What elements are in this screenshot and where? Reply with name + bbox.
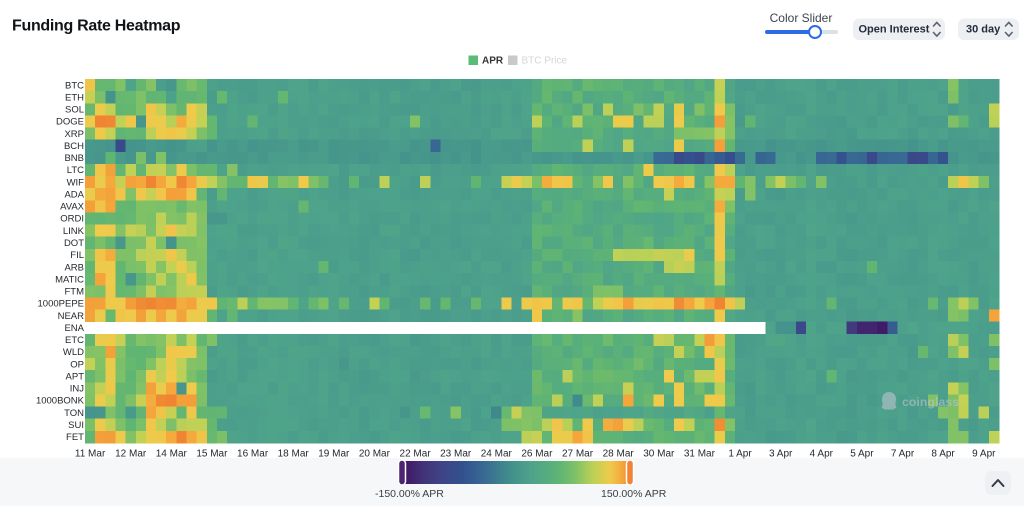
svg-text:18 Mar: 18 Mar bbox=[278, 449, 310, 460]
svg-text:coinglass: coinglass bbox=[902, 395, 959, 409]
svg-text:APR: APR bbox=[482, 56, 504, 67]
svg-text:1000PEPE: 1000PEPE bbox=[38, 299, 84, 310]
svg-text:7 Apr: 7 Apr bbox=[891, 449, 915, 460]
svg-text:31 Mar: 31 Mar bbox=[684, 449, 716, 460]
svg-text:DOGE: DOGE bbox=[56, 117, 84, 128]
svg-text:DOT: DOT bbox=[64, 238, 84, 249]
svg-text:APT: APT bbox=[66, 372, 85, 383]
svg-text:BTC Price: BTC Price bbox=[522, 56, 568, 67]
svg-text:30 Mar: 30 Mar bbox=[643, 449, 675, 460]
svg-text:20 Mar: 20 Mar bbox=[359, 449, 391, 460]
svg-text:23 Mar: 23 Mar bbox=[440, 449, 472, 460]
svg-text:Funding Rate Heatmap: Funding Rate Heatmap bbox=[12, 18, 181, 35]
svg-text:8 Apr: 8 Apr bbox=[931, 449, 955, 460]
svg-text:ENA: ENA bbox=[64, 323, 84, 334]
svg-text:150.00% APR: 150.00% APR bbox=[601, 488, 667, 500]
svg-text:OP: OP bbox=[70, 359, 84, 370]
svg-text:ETH: ETH bbox=[65, 92, 84, 103]
svg-text:LTC: LTC bbox=[67, 165, 84, 176]
svg-text:26 Mar: 26 Mar bbox=[521, 449, 553, 460]
svg-text:1 Apr: 1 Apr bbox=[728, 449, 752, 460]
svg-text:Color Slider: Color Slider bbox=[770, 11, 833, 25]
svg-text:SOL: SOL bbox=[65, 105, 84, 116]
svg-text:SUI: SUI bbox=[68, 420, 84, 431]
svg-text:Open Interest: Open Interest bbox=[859, 24, 930, 36]
svg-text:4 Apr: 4 Apr bbox=[810, 449, 834, 460]
svg-text:28 Mar: 28 Mar bbox=[603, 449, 635, 460]
svg-text:WLD: WLD bbox=[63, 347, 84, 358]
svg-text:ADA: ADA bbox=[64, 190, 84, 201]
svg-text:ARB: ARB bbox=[64, 262, 84, 273]
svg-text:XRP: XRP bbox=[64, 129, 84, 140]
svg-text:BTC: BTC bbox=[65, 80, 84, 91]
svg-text:24 Mar: 24 Mar bbox=[481, 449, 513, 460]
svg-text:11 Mar: 11 Mar bbox=[75, 449, 106, 460]
svg-text:AVAX: AVAX bbox=[60, 202, 85, 213]
svg-text:WIF: WIF bbox=[67, 177, 85, 188]
svg-text:LINK: LINK bbox=[63, 226, 85, 237]
svg-text:FET: FET bbox=[66, 432, 84, 443]
svg-text:22 Mar: 22 Mar bbox=[400, 449, 432, 460]
svg-text:3 Apr: 3 Apr bbox=[769, 449, 793, 460]
svg-text:FTM: FTM bbox=[64, 287, 84, 298]
svg-text:16 Mar: 16 Mar bbox=[237, 449, 269, 460]
svg-text:ETC: ETC bbox=[65, 335, 84, 346]
svg-text:15 Mar: 15 Mar bbox=[196, 449, 228, 460]
svg-text:INJ: INJ bbox=[70, 384, 85, 395]
svg-text:5 Apr: 5 Apr bbox=[850, 449, 874, 460]
svg-text:12 Mar: 12 Mar bbox=[115, 449, 147, 460]
svg-text:-150.00% APR: -150.00% APR bbox=[375, 488, 444, 500]
svg-text:19 Mar: 19 Mar bbox=[318, 449, 350, 460]
svg-text:BCH: BCH bbox=[64, 141, 84, 152]
svg-text:1000BONK: 1000BONK bbox=[36, 396, 85, 407]
svg-text:14 Mar: 14 Mar bbox=[156, 449, 188, 460]
svg-text:30 day: 30 day bbox=[966, 24, 1001, 36]
svg-text:27 Mar: 27 Mar bbox=[562, 449, 594, 460]
svg-text:BNB: BNB bbox=[64, 153, 84, 164]
svg-text:NEAR: NEAR bbox=[58, 311, 85, 322]
svg-text:TON: TON bbox=[64, 408, 84, 419]
svg-text:MATIC: MATIC bbox=[55, 274, 84, 285]
svg-text:9 Apr: 9 Apr bbox=[972, 449, 996, 460]
svg-text:FIL: FIL bbox=[70, 250, 84, 261]
svg-text:ORDI: ORDI bbox=[60, 214, 84, 225]
